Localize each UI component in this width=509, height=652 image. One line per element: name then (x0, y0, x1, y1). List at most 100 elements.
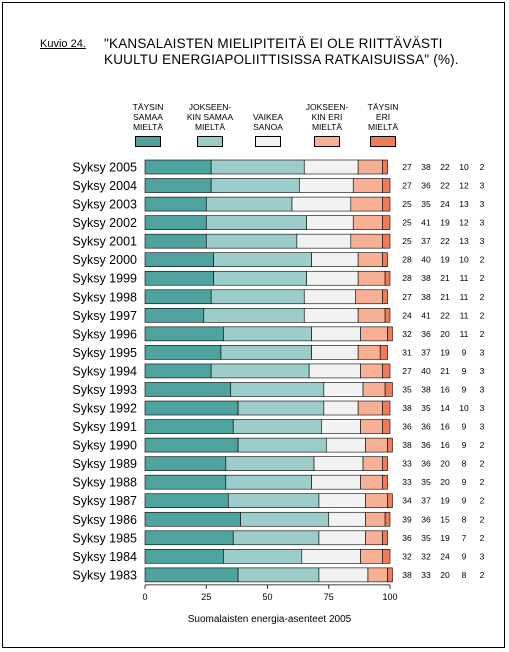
data-label: 37 (421, 347, 431, 357)
data-label: 14 (440, 403, 450, 413)
bar-segment (144, 382, 232, 397)
data-label: 37 (421, 496, 431, 506)
bar-segment (306, 215, 354, 230)
row-label: Syksy 1991 (72, 420, 137, 434)
bar-segment (237, 400, 325, 416)
data-label: 11 (460, 292, 469, 302)
bar-segment (357, 345, 381, 360)
data-label: 36 (402, 533, 412, 543)
data-label: 36 (421, 422, 431, 432)
bar-segment (365, 530, 383, 546)
row-label: Syksy 1996 (72, 327, 137, 341)
data-label: 10 (459, 162, 469, 172)
bar-segment (323, 400, 359, 416)
bar-segment (382, 252, 388, 267)
legend-label: TÄYSIN ERI MIELTÄ (353, 92, 413, 132)
bar-segment (203, 308, 305, 323)
legend-item: TÄYSIN ERI MIELTÄ (353, 92, 413, 147)
data-label: 33 (402, 459, 412, 469)
row-label: Syksy 1994 (72, 364, 137, 378)
data-label: 24 (440, 199, 450, 209)
legend-label: TÄYSIN SAMAA MIELTÄ (118, 92, 178, 132)
data-label: 9 (462, 440, 467, 450)
data-label: 16 (440, 440, 450, 450)
bar-segment (240, 511, 330, 527)
chart-title: "KANSALAISTEN MIELIPITEITÄ EI OLE RIITTÄ… (104, 36, 499, 68)
legend-label-line: TÄYSIN (132, 102, 164, 112)
data-label: 36 (402, 422, 412, 432)
data-label: 41 (421, 310, 431, 320)
bar-segment (296, 233, 352, 249)
data-label: 19 (440, 255, 450, 265)
data-label: 2 (480, 496, 485, 506)
row-label: Syksy 2001 (72, 235, 137, 249)
data-label: 9 (462, 422, 467, 432)
bar-segment (144, 159, 212, 175)
data-label: 34 (402, 496, 412, 506)
bar-segment (144, 289, 212, 305)
data-label: 3 (480, 551, 485, 561)
data-label: 36 (421, 329, 431, 339)
bar-segment (382, 178, 391, 193)
bar-segment (362, 382, 386, 397)
bar-segment (144, 308, 205, 323)
data-label: 9 (462, 347, 467, 357)
bar-segment (382, 530, 388, 546)
data-label: 38 (402, 440, 412, 450)
data-label: 32 (402, 329, 412, 339)
legend-swatch (135, 136, 161, 147)
bar-segment (360, 326, 388, 342)
legend-swatch (255, 136, 281, 147)
data-label: 38 (421, 273, 431, 283)
bar-segment (387, 567, 393, 583)
legend-label-line: JOKSEEN- (188, 102, 232, 112)
bar-segment (144, 178, 212, 193)
bar-segment (360, 549, 383, 564)
data-label: 2 (480, 329, 485, 339)
bar-segment (225, 456, 315, 471)
legend-label: VAIKEA SANOA (238, 92, 298, 132)
row-label: Syksy 1986 (72, 513, 137, 527)
row-label: Syksy 1999 (72, 272, 137, 286)
bar-segment (232, 419, 322, 434)
bar-segment (357, 400, 383, 416)
row-label: Syksy 2003 (72, 198, 137, 212)
bar-segment (365, 493, 388, 509)
bar-segment (352, 215, 383, 230)
data-label: 2 (480, 570, 485, 580)
data-label: 38 (421, 162, 431, 172)
legend-label-line: KIN ERI (311, 112, 343, 122)
data-label: 41 (421, 218, 431, 228)
bar-segment (321, 419, 361, 434)
data-label: 21 (440, 366, 450, 376)
bar-segment (384, 270, 391, 286)
data-label: 27 (402, 292, 412, 302)
bar-segment (232, 530, 320, 546)
data-label: 3 (480, 422, 485, 432)
x-tick-label: 0 (142, 592, 147, 602)
bar-segment (382, 456, 388, 471)
data-label: 36 (421, 440, 431, 450)
bar-segment (205, 215, 307, 230)
bar-segment (230, 382, 325, 397)
data-label: 25 (402, 236, 412, 246)
bar-segment (382, 196, 391, 212)
data-label: 21 (440, 292, 450, 302)
data-label: 27 (402, 366, 412, 376)
bar-segment (350, 233, 383, 249)
legend-swatch (370, 136, 396, 147)
bar-segment (237, 567, 320, 583)
data-label: 19 (440, 533, 450, 543)
row-label: Syksy 1993 (72, 383, 137, 397)
row-label: Syksy 1989 (72, 457, 137, 471)
x-tick-label: 25 (201, 592, 211, 602)
data-label: 19 (440, 347, 450, 357)
bar-segment (144, 567, 239, 583)
x-tick-label: 75 (324, 592, 334, 602)
bar-segment (367, 567, 388, 583)
row-label: Syksy 1995 (72, 346, 137, 360)
bar-segment (387, 493, 393, 509)
bar-segment (303, 289, 357, 305)
bar-segment (382, 474, 388, 490)
figure-caption: Kuvio 24. (40, 38, 86, 50)
